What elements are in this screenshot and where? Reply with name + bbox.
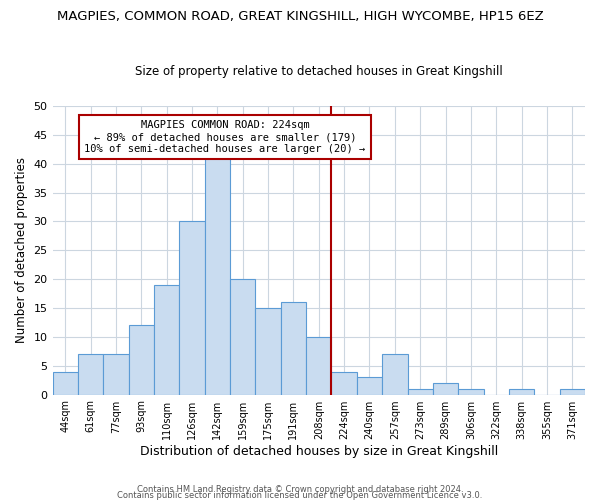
- Bar: [357, 378, 382, 394]
- Y-axis label: Number of detached properties: Number of detached properties: [15, 158, 28, 344]
- Bar: [306, 337, 331, 394]
- Bar: [382, 354, 407, 395]
- Bar: [509, 389, 534, 394]
- Bar: [103, 354, 128, 395]
- Bar: [281, 302, 306, 394]
- Bar: [154, 285, 179, 395]
- Text: MAGPIES, COMMON ROAD, GREAT KINGSHILL, HIGH WYCOMBE, HP15 6EZ: MAGPIES, COMMON ROAD, GREAT KINGSHILL, H…: [56, 10, 544, 23]
- Bar: [179, 222, 205, 394]
- Bar: [128, 326, 154, 394]
- Bar: [560, 389, 585, 394]
- Bar: [331, 372, 357, 394]
- Bar: [78, 354, 103, 395]
- Text: Contains public sector information licensed under the Open Government Licence v3: Contains public sector information licen…: [118, 490, 482, 500]
- Bar: [458, 389, 484, 394]
- Text: Contains HM Land Registry data © Crown copyright and database right 2024.: Contains HM Land Registry data © Crown c…: [137, 484, 463, 494]
- Bar: [433, 383, 458, 394]
- X-axis label: Distribution of detached houses by size in Great Kingshill: Distribution of detached houses by size …: [140, 444, 498, 458]
- Bar: [256, 308, 281, 394]
- Bar: [205, 152, 230, 394]
- Text: MAGPIES COMMON ROAD: 224sqm
← 89% of detached houses are smaller (179)
10% of se: MAGPIES COMMON ROAD: 224sqm ← 89% of det…: [85, 120, 365, 154]
- Bar: [53, 372, 78, 394]
- Title: Size of property relative to detached houses in Great Kingshill: Size of property relative to detached ho…: [135, 66, 503, 78]
- Bar: [230, 279, 256, 394]
- Bar: [407, 389, 433, 394]
